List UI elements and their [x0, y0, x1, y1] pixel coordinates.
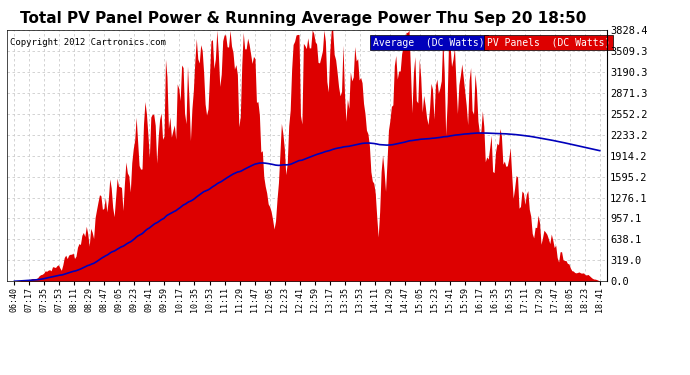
Text: Average  (DC Watts): Average (DC Watts) — [373, 38, 484, 48]
Text: PV Panels  (DC Watts): PV Panels (DC Watts) — [487, 38, 611, 48]
Text: Total PV Panel Power & Running Average Power Thu Sep 20 18:50: Total PV Panel Power & Running Average P… — [21, 11, 586, 26]
Text: Copyright 2012 Cartronics.com: Copyright 2012 Cartronics.com — [10, 38, 166, 46]
